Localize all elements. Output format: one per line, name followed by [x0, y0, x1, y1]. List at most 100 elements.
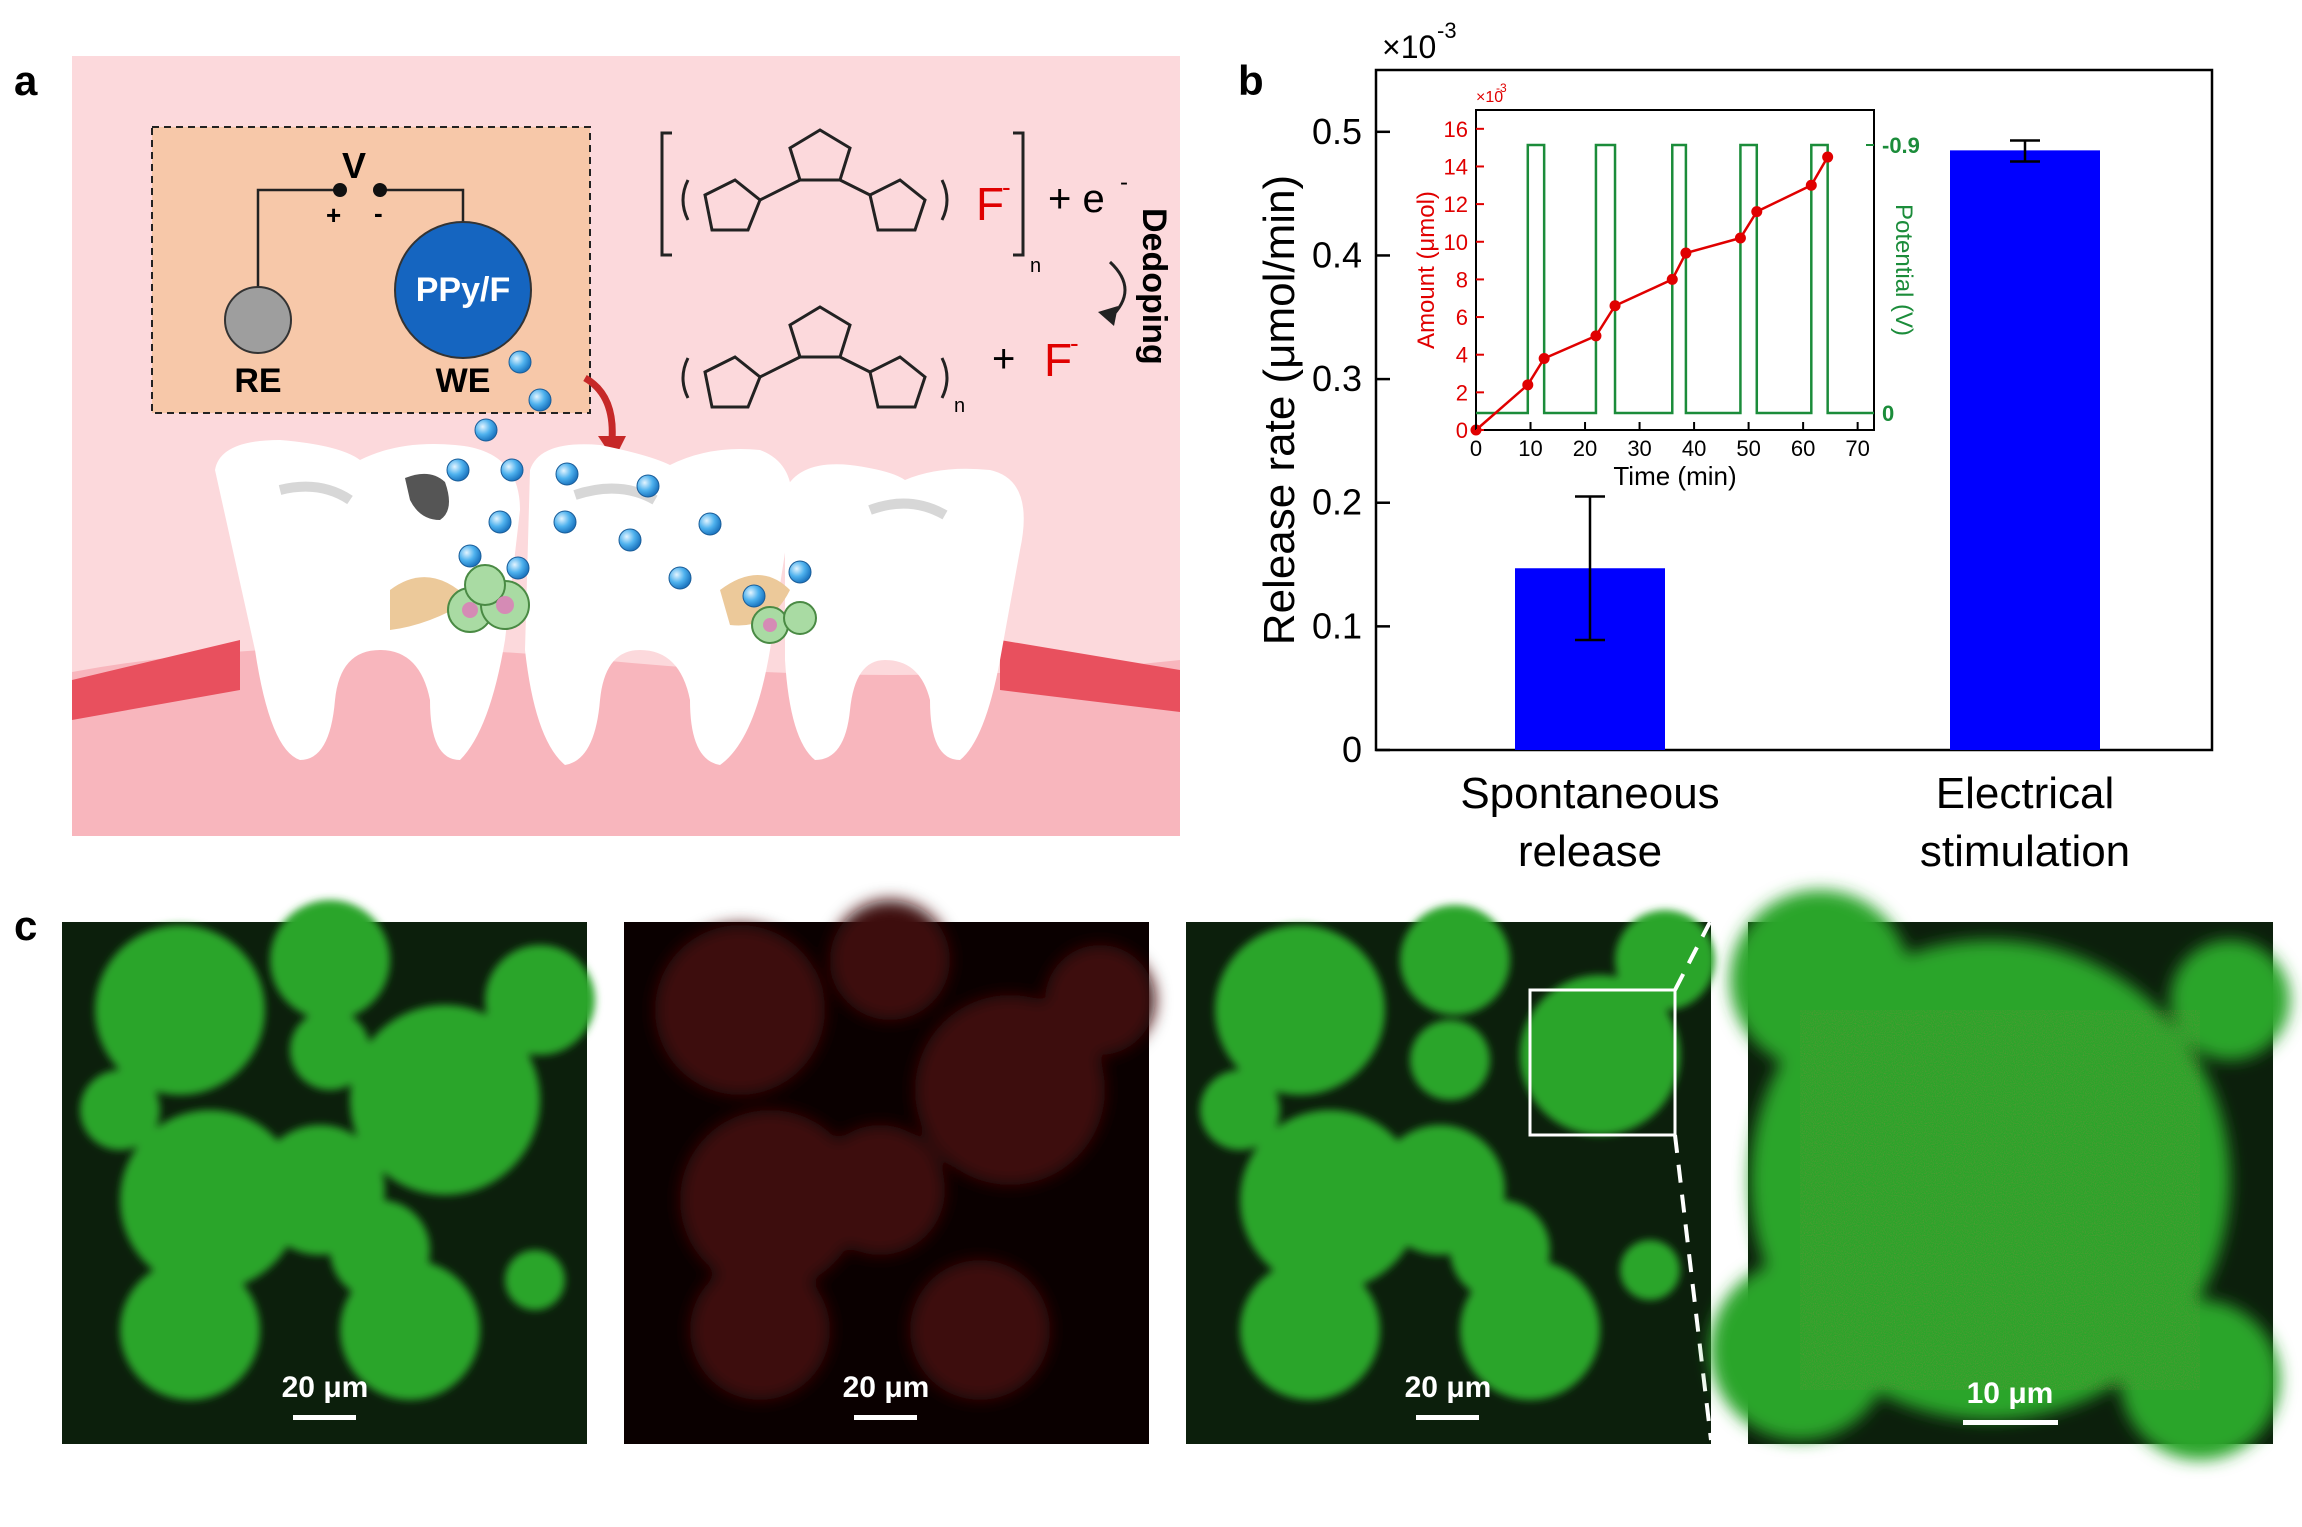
plot-frame	[1374, 68, 2214, 752]
amount-point	[1751, 206, 1763, 218]
fluoride-ion	[618, 528, 642, 552]
amount-point	[1522, 379, 1534, 391]
fluoride-ion	[488, 510, 512, 534]
fluoride-ion	[458, 544, 482, 568]
inset-right-axis-label: Potential (V)	[1890, 204, 1917, 336]
fluoride-released: F	[1044, 334, 1072, 386]
gum-tissue	[72, 647, 1180, 836]
plaque-left	[390, 577, 470, 630]
reference-electrode	[224, 286, 292, 354]
subscript-n-top: n	[1030, 255, 1041, 277]
y-scale-exponent: -3	[1437, 18, 1457, 43]
scale-bar-4: 10 μm	[1963, 1377, 2058, 1425]
fluoride-ion	[528, 388, 552, 412]
fluoride-ion	[553, 510, 577, 534]
fluoride-ion	[500, 458, 524, 482]
inset-left-tick-label: 12	[1444, 192, 1468, 217]
bacteria-cluster-right	[751, 601, 817, 644]
fluoride-ion	[474, 418, 498, 442]
amount-point	[1609, 300, 1621, 312]
re-label: RE	[234, 362, 281, 400]
dedoping-label: Dedoping	[1135, 208, 1173, 365]
fluoride-doped: F	[976, 178, 1004, 230]
y-tick-label: 0.3	[1312, 358, 1362, 399]
inset-left-tick-label: 8	[1456, 267, 1468, 292]
wire-right	[380, 188, 465, 230]
wire-left	[256, 188, 340, 295]
y-tick-label: 0.4	[1312, 234, 1362, 275]
inset-right-tick-label: -0.9	[1882, 133, 1920, 158]
amount-point	[1666, 273, 1678, 285]
amount-point	[1680, 247, 1692, 259]
voltage-label: V	[342, 145, 366, 186]
working-electrode	[394, 221, 532, 359]
inset-x-tick-label: 10	[1518, 436, 1542, 461]
potential-trace	[1476, 143, 1874, 415]
plus-label: +	[326, 200, 341, 230]
fluoride-ion	[555, 462, 579, 486]
inset-x-tick-label: 40	[1682, 436, 1706, 461]
minus-label: -	[374, 198, 383, 228]
polymer-undoped	[681, 305, 949, 409]
amount-point	[1538, 352, 1550, 364]
fluoride-ions	[446, 350, 812, 608]
fluoride-ion	[446, 458, 470, 482]
y-tick-label: 0.5	[1312, 111, 1362, 152]
plus-sign: +	[992, 337, 1015, 381]
gum-line-left	[72, 640, 240, 720]
fluoride-ion	[668, 566, 692, 590]
inset-left-tick-label: 2	[1456, 380, 1468, 405]
we-label: WE	[436, 362, 491, 400]
scale-bar-label-3: 20 μm	[1405, 1371, 1492, 1404]
inset-frame	[1475, 109, 1875, 431]
category-label: release	[1518, 827, 1662, 876]
scale-bar-label-4: 10 μm	[1967, 1377, 2054, 1410]
micrograph-red	[624, 900, 1155, 1444]
fluoride-ion	[636, 474, 660, 498]
fluoride-doped-charge: -	[1002, 172, 1011, 202]
fluoride-ion	[742, 584, 766, 608]
amount-point	[1590, 330, 1602, 342]
inset-x-axis-label: Time (min)	[1613, 461, 1736, 491]
amount-point	[1805, 179, 1817, 191]
amount-point	[1734, 232, 1746, 244]
tooth-middle	[525, 444, 792, 765]
inset-x-tick-label: 20	[1573, 436, 1597, 461]
y-tick-label: 0.2	[1312, 482, 1362, 523]
gum-line-right	[1000, 640, 1180, 712]
tooth-left-groove	[278, 481, 353, 505]
fluoride-ion	[698, 512, 722, 536]
plus-electron: + e	[1048, 177, 1105, 221]
scale-bar-2: 20 μm	[843, 1371, 930, 1420]
zoom-guide-lines	[1673, 921, 1713, 1441]
dedoping-arrow-head	[1098, 306, 1118, 326]
y-tick-label: 0.1	[1312, 605, 1362, 646]
inset-chart: 0 10 20 30 40 50 60 70 Time (min) 0 2 4 6 8 10 12 14 16 ×1…	[1413, 81, 1920, 491]
micrograph-merge	[1186, 905, 1715, 1444]
inset-left-tick-label: 14	[1444, 154, 1468, 179]
category-label: Spontaneous	[1460, 769, 1719, 818]
bar	[1950, 150, 2100, 750]
inset-left-tick-label: 16	[1444, 117, 1468, 142]
inset-left-scale-exponent: -3	[1496, 81, 1507, 95]
inset-left-tick-label: 0	[1456, 418, 1468, 443]
inset-x-tick-label: 50	[1736, 436, 1760, 461]
inset-x-tick-label: 0	[1470, 436, 1482, 461]
inset-left-tick-label: 10	[1444, 230, 1468, 255]
bacteria-cluster-left	[447, 564, 530, 633]
inset-left-scale-note: ×10	[1476, 89, 1503, 106]
panel-label-b: b	[1238, 57, 1264, 104]
tooth-left	[215, 440, 520, 760]
inset-left-tick-label: 6	[1456, 305, 1468, 330]
fluoride-released-charge: -	[1070, 328, 1079, 358]
panel-label-a: a	[14, 57, 38, 104]
electrode-label: PPy/F	[416, 271, 510, 309]
y-tick-label: 0	[1342, 729, 1362, 770]
y-scale-note: ×10	[1382, 29, 1436, 65]
inset-x-tick-label: 60	[1791, 436, 1815, 461]
scale-bar-label-2: 20 μm	[843, 1371, 930, 1404]
inset-left-axis-label: Amount (μmol)	[1413, 191, 1440, 349]
amount-point	[1822, 151, 1834, 163]
